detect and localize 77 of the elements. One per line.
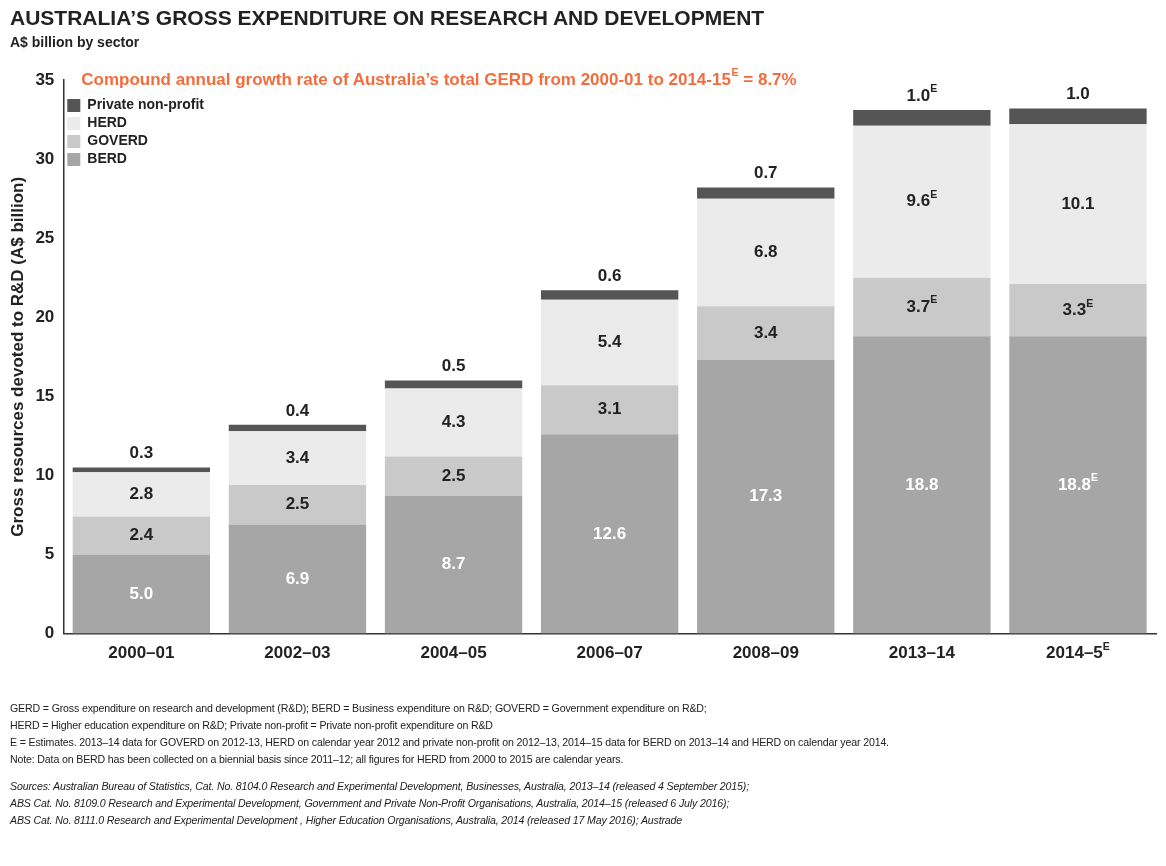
bar: [853, 125, 991, 278]
bar: [228, 424, 367, 432]
bar: [540, 385, 679, 435]
bar: [540, 299, 679, 386]
y-tick-label: 10: [35, 465, 55, 485]
bar: [1009, 108, 1147, 125]
bar: [853, 336, 991, 634]
y-tick-label: 30: [35, 148, 55, 168]
data-label: 2.5: [285, 494, 310, 514]
legend-label: GOVERD: [87, 132, 148, 149]
text: Note: Data on BERD has been collected on a biennial basis since 2011–12; all figures for HERD from 2000 to 2015 are calendar years.: [10, 752, 625, 767]
data-label: 5.4: [597, 332, 623, 352]
bar: [384, 495, 523, 634]
text: GERD = Gross expenditure on research and development (R&D); BERD = Business expenditure on R&D; GOVERD = Government expenditure on R&D;: [10, 701, 708, 716]
data-label: 5.0: [129, 583, 154, 603]
x-tick-label: 2008–09: [732, 643, 799, 663]
bar: [540, 434, 679, 634]
source-note: Sources: Australian Bureau of Statistics, Cat. No. 8104.0 Research and Experimental Development, Businesses, Australia, 2013–14 (released 4 September 2015);: [10, 779, 750, 794]
text: E = Estimates. 2013–14 data for GOVERD on 2012-13, HERD on calendar year 2012 and private non-profit on 2012–13, 2014–15 data for BERD on 2013–14 and HERD on calendar year 2014.: [10, 735, 890, 750]
bar: [853, 110, 991, 126]
chart-subtitle: A$ billion by sector: [10, 34, 141, 50]
bar: [1009, 124, 1147, 285]
data-label: 10.1: [1061, 193, 1095, 213]
legend-label: HERD: [87, 114, 127, 131]
data-label: 0.3: [129, 443, 154, 463]
x-tick-label: 2000–01: [108, 643, 175, 663]
data-label: 1.0: [1066, 84, 1090, 104]
data-label: 3.4: [285, 447, 310, 467]
y-tick-label: 35: [35, 69, 55, 89]
bar: [72, 472, 211, 517]
legend-label: Private non-profit: [87, 96, 205, 113]
data-label: 2.8: [129, 484, 154, 504]
y-tick-label: 20: [35, 306, 55, 326]
bar: [1009, 284, 1147, 337]
bar: [72, 554, 211, 634]
bar: [228, 524, 367, 634]
data-label: 18.8: [905, 474, 939, 494]
bar: [697, 187, 835, 199]
bar: [853, 277, 991, 337]
y-tick-label: 5: [44, 544, 55, 564]
data-label: 0.4: [285, 400, 310, 420]
y-tick-label: 0: [44, 623, 55, 643]
bar: [697, 359, 835, 634]
bar: [384, 388, 523, 457]
data-label: 3.1: [597, 399, 622, 419]
data-label: 8.7: [441, 554, 466, 574]
chart-title: AUSTRALIA’S GROSS EXPENDITURE ON RESEARCH AND DEVELOPMENT: [10, 6, 766, 30]
bar: [384, 456, 523, 496]
data-label: 0.7: [753, 163, 778, 183]
data-label: 17.3: [749, 486, 783, 506]
y-tick-label: 15: [35, 386, 55, 406]
text: HERD = Higher education expenditure on R&D; Private non-profit = Private non-profit expenditure on R&D: [10, 718, 494, 733]
x-tick-label: 2004–05: [420, 643, 487, 663]
x-tick-label: 2013–14: [888, 643, 956, 663]
text: ABS Cat. No. 8111.0 Research and Experimental Development , Higher Education Organisations, Australia, 2014 (released 17 May 2016); Austrade: [10, 813, 684, 828]
x-tick-label: 2006–07: [576, 643, 643, 663]
bar: [72, 516, 211, 555]
data-label: 0.5: [441, 356, 466, 376]
bar: [1009, 336, 1147, 634]
data-label: 6.9: [285, 568, 310, 588]
data-label: 2.4: [129, 525, 154, 545]
text: ABS Cat. No. 8109.0 Research and Experimental Development, Government and Private Non-Profit Organisations, Australia, 2014–15 (released 6 July 2016);: [10, 796, 731, 811]
bar: [228, 484, 367, 525]
x-tick-label: 2002–03: [264, 643, 331, 663]
data-label: 6.8: [753, 242, 778, 262]
data-label: 2.5: [441, 465, 466, 485]
data-label: 3.4: [753, 322, 779, 342]
data-label: 0.6: [597, 266, 622, 286]
bar: [697, 306, 835, 360]
bar: [697, 198, 835, 307]
bar: [228, 431, 367, 485]
data-label: 12.6: [593, 523, 627, 543]
data-label: 4.3: [441, 412, 466, 432]
legend-label: BERD: [87, 150, 127, 167]
y-tick-label: 25: [35, 227, 55, 247]
y-axis-title: Gross resources devoted to R&D (A$ billion): [7, 176, 27, 537]
bar: [540, 290, 679, 300]
